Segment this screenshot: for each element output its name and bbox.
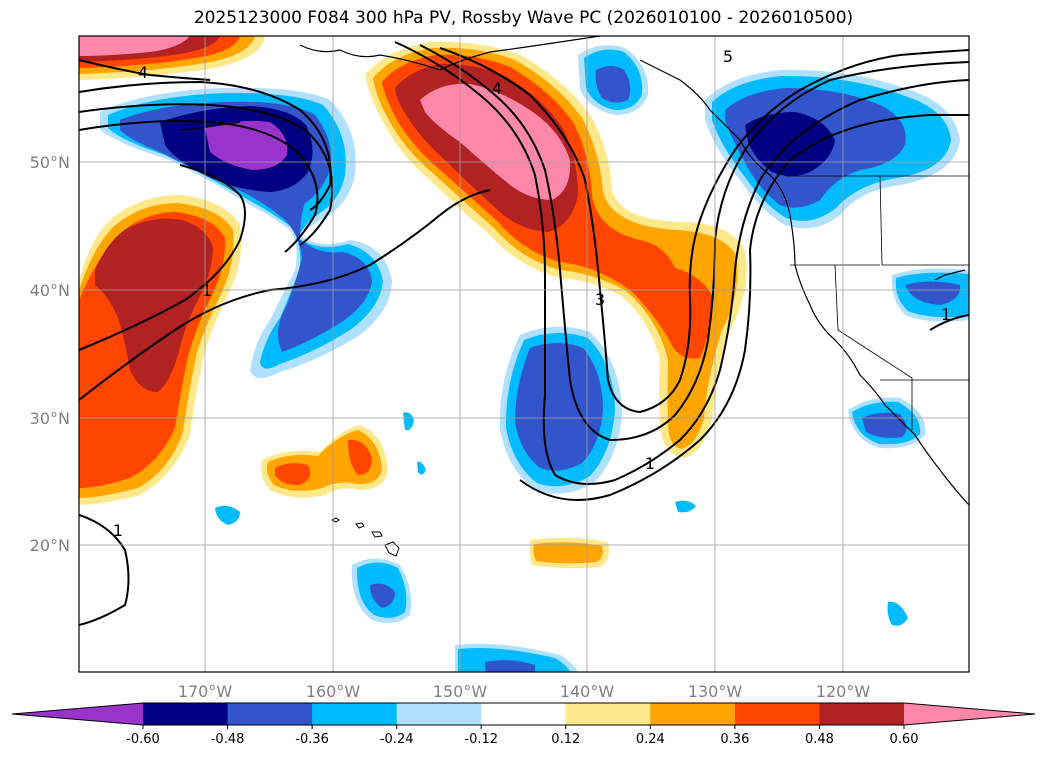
contour-label: 3 (595, 290, 605, 309)
pv-anomaly-positive-northwest (79, 36, 265, 80)
colorbar-segment (565, 703, 651, 725)
pv-anomaly-positive-central-ridge (365, 41, 747, 458)
map-title: 2025123000 F084 300 hPa PV, Rossby Wave … (193, 8, 854, 28)
map-plot-area: 4 4 5 1 3 1 1 1 (79, 36, 969, 672)
colorbar-segment (143, 703, 229, 725)
pv-anomaly-negative-small (215, 268, 969, 672)
lon-label-120w: 120°W (816, 682, 871, 701)
colorbar-label: 0.36 (720, 732, 749, 747)
colorbar-label: 0.48 (805, 732, 834, 747)
colorbar-label: -0.60 (126, 732, 160, 747)
lon-label-140w: 140°W (560, 682, 615, 701)
rossby-wave-contours (79, 41, 969, 626)
colorbar-label: 0.60 (890, 732, 919, 747)
lon-label-160w: 160°W (306, 682, 361, 701)
colorbar-label: 0.12 (551, 732, 580, 747)
colorbar-label: -0.48 (211, 732, 245, 747)
colorbar-label: -0.36 (295, 732, 329, 747)
lat-label-50n: 50°N (30, 153, 70, 172)
colorbar-label: -0.12 (464, 732, 498, 747)
lat-label-30n: 30°N (30, 409, 70, 428)
lon-label-130w: 130°W (688, 682, 743, 701)
lon-label-150w: 150°W (433, 682, 488, 701)
contour-label: 4 (138, 63, 148, 82)
lat-label-20n: 20°N (30, 536, 70, 555)
pv-anomaly-positive-west (79, 195, 242, 505)
contour-label: 4 (492, 79, 502, 98)
lat-label-40n: 40°N (30, 281, 70, 300)
colorbar-label: -0.24 (380, 732, 414, 747)
colorbar-segment (650, 703, 736, 725)
pv-anomaly-positive-subtropical (261, 425, 609, 569)
gridlines (79, 36, 969, 672)
lon-label-170w: 170°W (178, 682, 233, 701)
pv-anomaly-negative-central-trough (499, 326, 622, 494)
colorbar-segment (312, 703, 398, 725)
colorbar-segment (481, 703, 567, 725)
contour-label: 1 (113, 521, 123, 540)
contour-label: 1 (645, 454, 655, 473)
colorbar-segment (396, 703, 482, 725)
colorbar-extend-max (904, 703, 1035, 725)
map-frame (78, 35, 970, 673)
colorbar-extend-min (12, 703, 143, 725)
colorbar: -0.60 -0.48 -0.36 -0.24 -0.12 0.12 0.24 0.36 0.4… (11, 702, 1036, 747)
colorbar-segment (734, 703, 820, 725)
colorbar-segment (227, 703, 313, 725)
contour-label: 5 (723, 47, 733, 66)
contour-label: 1 (941, 305, 951, 324)
colorbar-segment (819, 703, 905, 725)
colorbar-label: 0.24 (636, 732, 665, 747)
pv-anomaly-negative-gulf-alaska (578, 45, 649, 115)
state-borders (785, 175, 969, 430)
